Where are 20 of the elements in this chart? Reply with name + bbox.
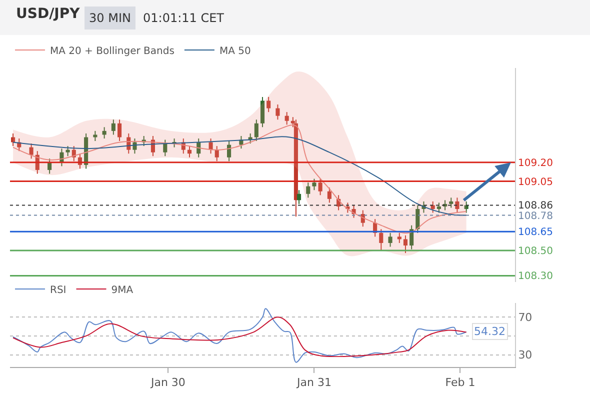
x-tick-label: Jan 31 [296,376,332,390]
x-tick-label: Feb 1 [445,376,476,390]
y-tick-label: 108.65 [518,227,553,238]
text: 01:01:11 CET [143,11,225,25]
x-tick-label: Jan 30 [150,376,186,390]
y-tick-label: 108.86 [518,200,553,212]
text: 30 MIN [89,11,131,25]
chart-title: USD/JPY [16,6,81,22]
legend-label: RSI [50,284,66,296]
y-tick-label: 109.05 [518,176,553,188]
y-tick-label: 109.20 [518,158,553,169]
y-tick-label: 108.78 [518,210,553,222]
legend-label: MA 20 + Bollinger Bands [50,46,174,57]
legend-label: 9MA [111,284,134,296]
data-label: 54.32 [474,325,506,338]
y-tick-label: 108.50 [518,246,553,258]
legend-label: MA 50 [219,46,251,57]
y-tick-label: 70 [518,310,532,324]
y-tick-label: 108.30 [518,271,553,282]
y-tick-label: 30 [518,348,532,362]
